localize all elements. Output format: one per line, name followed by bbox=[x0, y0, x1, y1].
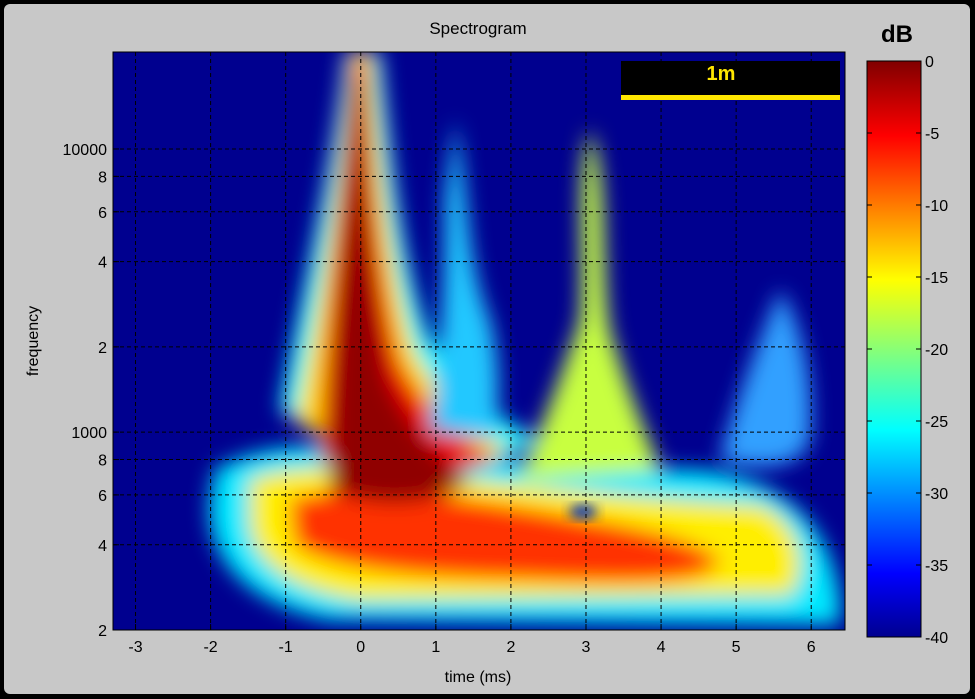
colorbar-tick-label: -15 bbox=[925, 270, 948, 287]
heatmap-region-echo-3ms bbox=[520, 130, 660, 480]
x-tick-label: -1 bbox=[279, 639, 293, 656]
x-tick-label: 5 bbox=[732, 639, 741, 656]
heatmap-region-echo-5ms bbox=[720, 290, 811, 466]
colorbar-ticks: 0 -5 -10 -15 -20 -25 -30 -35 -40 bbox=[867, 54, 948, 647]
y-tick-label: 8 bbox=[98, 169, 107, 186]
x-tick-label: -2 bbox=[203, 639, 217, 656]
y-tick-label: 4 bbox=[98, 255, 107, 272]
x-tick-label: 1 bbox=[431, 639, 440, 656]
plot-area bbox=[113, 52, 845, 630]
x-axis: -3 -2 -1 0 1 2 3 4 5 6 bbox=[128, 624, 816, 656]
y-tick-label: 6 bbox=[98, 488, 107, 505]
x-tick-label: 2 bbox=[506, 639, 515, 656]
colorbar-tick-label: -20 bbox=[925, 342, 948, 359]
colorbar-tick-label: -5 bbox=[925, 126, 939, 143]
x-tick-label: 6 bbox=[807, 639, 816, 656]
grid-lines bbox=[113, 52, 845, 631]
y-tick-label: 2 bbox=[98, 623, 107, 640]
heatmap-region-echo-1ms bbox=[430, 120, 499, 440]
x-axis-label: time (ms) bbox=[445, 669, 512, 686]
colorbar-tick-label: -35 bbox=[925, 558, 948, 575]
colorbar-tick-label: 0 bbox=[925, 54, 934, 71]
y-tick-label: 10000 bbox=[63, 142, 108, 159]
y-tick-label: 1000 bbox=[71, 425, 107, 442]
colorbar-label: dB bbox=[881, 21, 913, 48]
y-tick-label: 8 bbox=[98, 453, 107, 470]
heatmap-region-low-red bbox=[290, 490, 720, 583]
colorbar-tick-label: -30 bbox=[925, 486, 948, 503]
scale-bar bbox=[621, 95, 840, 100]
plot-frame bbox=[112, 51, 846, 631]
scale-bar-box bbox=[621, 61, 840, 98]
chart-title: Spectrogram bbox=[429, 19, 526, 38]
y-tick-label: 6 bbox=[98, 205, 107, 222]
colorbar-tick-label: -40 bbox=[925, 630, 948, 647]
colorbar-tick-label: -25 bbox=[925, 414, 948, 431]
heatmap-image bbox=[209, 52, 840, 625]
heatmap-region-ridge-core bbox=[330, 80, 470, 503]
x-tick-label: 0 bbox=[356, 639, 365, 656]
y-tick-label: 4 bbox=[98, 538, 107, 555]
y-axis: 2 4 6 8 1000 2 4 6 8 10000 bbox=[63, 142, 119, 640]
y-axis-label: frequency bbox=[25, 306, 42, 376]
colorbar bbox=[866, 60, 922, 638]
scale-bar-label: 1m bbox=[707, 63, 736, 85]
x-tick-label: 4 bbox=[657, 639, 666, 656]
x-tick-label: 3 bbox=[582, 639, 591, 656]
heatmap-notch-spot bbox=[569, 505, 597, 519]
y-tick-label: 2 bbox=[98, 340, 107, 357]
heatmap-notch bbox=[569, 505, 597, 519]
x-tick-label: -3 bbox=[128, 639, 142, 656]
colorbar-tick-label: -10 bbox=[925, 198, 948, 215]
